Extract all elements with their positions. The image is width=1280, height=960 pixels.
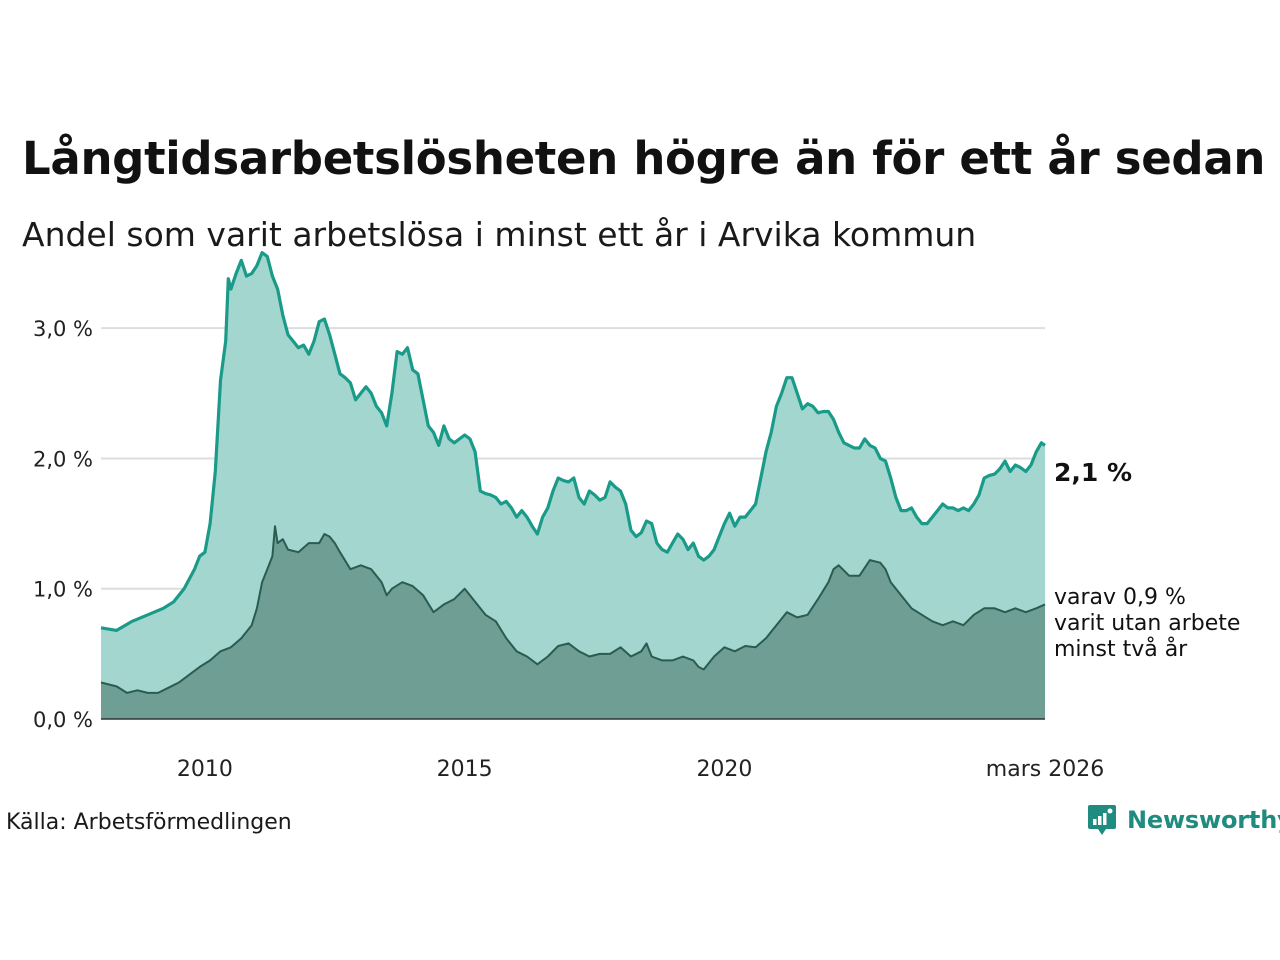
source-label: Källa: Arbetsförmedlingen xyxy=(6,810,292,835)
note-line-2: varit utan arbete xyxy=(1054,611,1241,636)
note-line-1: varav 0,9 % xyxy=(1054,585,1186,610)
x-tick-label-3: mars 2026 xyxy=(986,757,1104,782)
chart-title: Långtidsarbetslösheten högre än för ett … xyxy=(22,132,1266,185)
y-tick-label-0: 0,0 % xyxy=(33,708,93,732)
series-2-area xyxy=(101,526,1045,719)
x-tick-label-2: 2020 xyxy=(696,757,752,782)
end-value-label: 2,1 % xyxy=(1054,458,1133,487)
x-tick-label-1: 2015 xyxy=(437,757,493,782)
series2-note: varav 0,9 % varit utan arbete minst två … xyxy=(1054,585,1240,663)
chart-subtitle: Andel som varit arbetslösa i minst ett å… xyxy=(22,215,977,254)
brand-logo[interactable]: Newsworthy xyxy=(1087,803,1280,837)
x-tick-label-0: 2010 xyxy=(177,757,233,782)
y-tick-label-1: 1,0 % xyxy=(33,578,93,602)
y-tick-label-3: 3,0 % xyxy=(33,317,93,341)
brand-name: Newsworthy xyxy=(1127,806,1280,834)
note-line-3: minst två år xyxy=(1054,637,1188,662)
area-layer xyxy=(100,251,1046,719)
series-2-line xyxy=(100,525,1046,694)
axis-layer: 0,0 % 1,0 % 2,0 % 3,0 % 2010 2015 2020 mars 202… xyxy=(33,317,1104,782)
newsworthy-logo-icon xyxy=(1088,805,1116,835)
series-1-line xyxy=(100,251,1046,632)
y-tick-label-2: 2,0 % xyxy=(33,447,93,471)
